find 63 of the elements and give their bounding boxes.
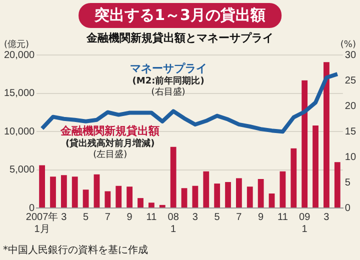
chart-subtitle: 金融機関新規貸出額とマネーサプライ xyxy=(86,32,274,45)
text: *中国人民銀行の資料を基に作成 xyxy=(3,244,148,257)
x-tick-label: 9 xyxy=(258,212,264,223)
bar xyxy=(290,148,297,208)
bar xyxy=(82,190,89,208)
bar xyxy=(236,178,242,208)
bar xyxy=(312,125,318,208)
bar xyxy=(60,175,67,208)
x-tick-label: 11 xyxy=(146,212,158,223)
annotation: (左目盛) xyxy=(93,148,128,160)
x-tick-label: 9 xyxy=(126,212,133,223)
chart-title: 突出する1～3月の貸出額 xyxy=(78,3,282,28)
x-tick-label: 3 xyxy=(324,212,330,223)
bar xyxy=(192,186,198,208)
y2-tick-label: 5 xyxy=(344,177,351,188)
bar xyxy=(334,162,340,208)
y-tick-label: 20,000 xyxy=(4,50,36,61)
annotation: (貸出残高対前月増減) xyxy=(65,136,155,149)
y2-axis-title: (%) xyxy=(340,40,356,50)
bar xyxy=(148,202,154,208)
annotation: (M2:前年同期比) xyxy=(132,75,204,86)
y2-tick-label: 30 xyxy=(344,50,356,61)
bar xyxy=(126,186,133,208)
y2-tick-label: 20 xyxy=(344,100,356,112)
bar xyxy=(302,80,308,208)
y2-tick-label: 15 xyxy=(344,126,356,138)
bar xyxy=(225,182,231,208)
bar xyxy=(50,176,56,208)
x-tick-label: 3 xyxy=(61,212,68,223)
y-axis-title: (億元) xyxy=(4,39,30,50)
bar xyxy=(104,191,111,208)
y-tick-label: 10,000 xyxy=(4,126,36,138)
bar xyxy=(258,178,264,208)
bar xyxy=(94,174,100,208)
y2-tick-label: 25 xyxy=(344,75,356,86)
x-tick-label: 5 xyxy=(83,212,90,223)
series-label: 金融機関新規貸出額 xyxy=(60,124,160,138)
x-tick-label: 08 1 xyxy=(168,212,180,235)
bar xyxy=(324,62,330,208)
bar xyxy=(159,204,166,208)
y2-tick-label: 0 xyxy=(344,202,351,214)
bar xyxy=(181,188,188,208)
annotation: (右目盛) xyxy=(151,86,186,98)
y-tick-label: 5,000 xyxy=(10,164,36,176)
bar xyxy=(203,171,210,208)
x-tick-label: 3 xyxy=(192,212,198,223)
x-tick-label: 5 xyxy=(214,212,220,223)
bar xyxy=(72,176,78,208)
y-tick-label: 15,000 xyxy=(4,88,36,100)
y2-tick-label: 10 xyxy=(344,152,356,163)
x-tick-label: 7 xyxy=(236,212,242,223)
bar xyxy=(280,171,286,208)
x-tick-label: 09 1 xyxy=(299,212,311,235)
bar xyxy=(116,186,122,208)
bar xyxy=(268,193,275,208)
bar xyxy=(214,184,220,208)
x-tick-label: 11 xyxy=(278,212,288,223)
text: マネーサプライ xyxy=(130,62,207,75)
bar xyxy=(39,165,46,208)
bar xyxy=(170,146,176,208)
bar xyxy=(246,186,253,208)
x-tick-label: 7 xyxy=(104,212,111,223)
bar xyxy=(138,198,144,208)
